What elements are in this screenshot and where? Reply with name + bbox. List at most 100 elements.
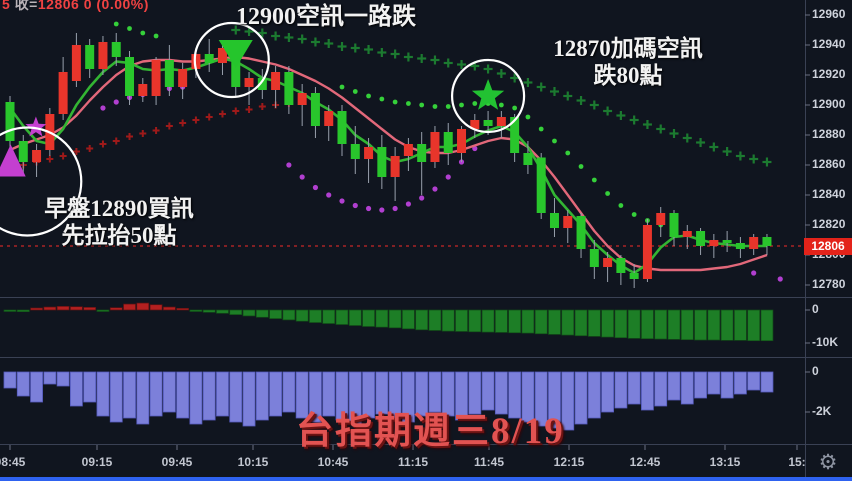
green-dot bbox=[153, 33, 159, 39]
volume-delta-bar bbox=[415, 309, 429, 331]
price-axis-label: 12880 bbox=[812, 127, 846, 141]
volume-delta-bar bbox=[136, 302, 150, 311]
time-axis-label: 09:15 bbox=[81, 455, 113, 469]
green-dot bbox=[472, 101, 478, 106]
volume-delta-bar bbox=[481, 309, 495, 333]
volume-delta-bar bbox=[362, 309, 375, 327]
candle-body bbox=[576, 216, 586, 249]
add-short-star bbox=[471, 79, 505, 110]
candle-body bbox=[457, 129, 467, 153]
volume-delta-bar bbox=[70, 306, 83, 311]
candle-body bbox=[217, 48, 227, 63]
oscillator-bar bbox=[468, 371, 482, 415]
price-axis-label: 12940 bbox=[812, 37, 846, 51]
candle-body bbox=[696, 231, 706, 246]
oscillator-bar bbox=[654, 371, 668, 407]
oscillator-bar bbox=[43, 371, 57, 385]
annotation-buy-signal: 早盤12890買訊 先拉抬50點 bbox=[14, 195, 224, 249]
candle-body bbox=[204, 54, 214, 63]
oscillator-bar bbox=[189, 371, 203, 425]
oscillator-bar bbox=[229, 371, 243, 423]
price-axis-label: 12840 bbox=[812, 187, 846, 201]
oscillator-bar bbox=[242, 371, 256, 427]
candle-body bbox=[470, 120, 480, 129]
candle-body bbox=[656, 213, 666, 225]
green-dot bbox=[498, 102, 504, 108]
price-axis-label: 12860 bbox=[812, 157, 846, 171]
green-dot bbox=[578, 164, 584, 169]
green-dot bbox=[552, 138, 557, 144]
candle-body bbox=[164, 60, 174, 87]
ma-fast-line bbox=[8, 57, 767, 275]
oscillator-bar bbox=[375, 371, 389, 415]
oscillator-bar bbox=[362, 371, 375, 419]
green-dot bbox=[538, 126, 544, 132]
candle-body bbox=[722, 240, 732, 243]
buy-star bbox=[25, 116, 47, 137]
time-axis-label: 12:15 bbox=[553, 455, 585, 469]
sub-axis-label: -2K bbox=[812, 404, 832, 418]
volume-delta-bar bbox=[614, 309, 628, 339]
volume-delta-bar bbox=[441, 309, 455, 332]
purple-dot bbox=[352, 202, 358, 209]
volume-delta-bar bbox=[189, 309, 203, 312]
volume-delta-bar bbox=[348, 309, 362, 326]
candle-body bbox=[18, 141, 28, 162]
oscillator-bar bbox=[176, 371, 190, 419]
green-dot bbox=[618, 203, 624, 208]
signal-highlight-circle bbox=[193, 21, 270, 99]
volume-delta-bar bbox=[428, 309, 442, 331]
purple-dot bbox=[100, 105, 106, 111]
oscillator-bar bbox=[136, 371, 150, 425]
oscillator-bar bbox=[627, 371, 641, 405]
oscillator-bar bbox=[162, 371, 176, 413]
candle-body bbox=[337, 111, 347, 144]
volume-delta-bar bbox=[109, 307, 123, 311]
oscillator-bar bbox=[309, 371, 322, 423]
oscillator-bar bbox=[282, 371, 296, 413]
oscillator-bar bbox=[348, 371, 362, 425]
green-dot bbox=[565, 150, 571, 156]
volume-delta-bar bbox=[375, 309, 389, 328]
green-dot bbox=[366, 93, 371, 99]
volume-delta-bar bbox=[255, 309, 269, 318]
time-axis-label: 10:45 bbox=[317, 455, 349, 469]
last-price-badge: 12806 bbox=[804, 238, 852, 255]
volume-delta-bar bbox=[495, 309, 508, 333]
candle-body bbox=[735, 243, 745, 249]
purple-dot bbox=[777, 276, 783, 282]
purple-dot bbox=[379, 207, 385, 213]
volume-delta-bar bbox=[149, 304, 163, 311]
green-dot bbox=[406, 101, 411, 106]
settings-gear-icon[interactable]: ⚙ bbox=[810, 448, 846, 476]
candle-body bbox=[350, 144, 360, 159]
candle-body bbox=[377, 147, 387, 177]
oscillator-bar bbox=[561, 371, 575, 431]
oscillator-bar bbox=[216, 371, 229, 417]
candle-body bbox=[284, 72, 294, 105]
sub-axis-label: 0 bbox=[812, 302, 819, 316]
oscillator-bar bbox=[720, 371, 734, 399]
purple-dot bbox=[445, 174, 451, 180]
volume-delta-bar bbox=[720, 309, 734, 341]
candle-body bbox=[244, 78, 254, 87]
candle-body bbox=[642, 225, 652, 279]
volume-delta-bar bbox=[561, 309, 575, 336]
volume-delta-bar bbox=[508, 309, 521, 334]
green-dot bbox=[379, 96, 385, 102]
green-dot bbox=[419, 102, 425, 108]
volume-delta-bar bbox=[83, 307, 97, 311]
legend-close-label: 收= bbox=[14, 0, 38, 12]
oscillator-bar bbox=[574, 371, 588, 425]
volume-delta-bar bbox=[309, 309, 322, 323]
volume-delta-bar bbox=[654, 309, 668, 340]
time-axis-label: 10:15 bbox=[237, 455, 269, 469]
candle-body bbox=[749, 237, 759, 249]
green-dot bbox=[459, 102, 464, 108]
annotation-buy-line2: 先拉抬50點 bbox=[61, 223, 177, 249]
oscillator-bar bbox=[747, 371, 761, 391]
volume-delta-bar bbox=[30, 307, 43, 311]
time-axis-label: 12:45 bbox=[629, 455, 661, 469]
candle-body bbox=[443, 132, 453, 153]
